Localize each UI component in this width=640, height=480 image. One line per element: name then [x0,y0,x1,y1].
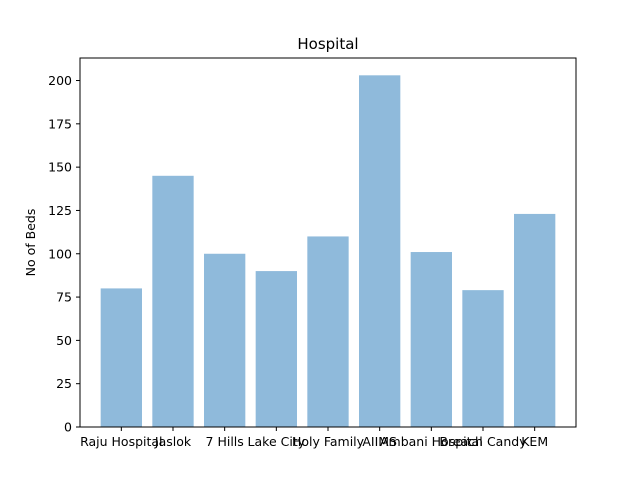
chart-title: Hospital [297,35,358,53]
y-axis-label: No of Beds [23,209,38,277]
y-tick-label: 200 [48,73,72,88]
y-tick-label: 75 [56,290,72,305]
y-tick-label: 150 [48,160,72,175]
x-tick-label: Ambani Hospital [380,434,483,449]
bar-7-hills [204,253,246,427]
x-tick-label: Raju Hospital [80,434,162,449]
y-tick-label: 175 [48,116,72,131]
x-tick-label: KEM [521,434,548,449]
y-tick-label: 125 [48,203,72,218]
x-tick-label: Lake City [248,434,306,449]
y-tick-label: 50 [56,333,72,348]
x-tick-label: 7 Hills [206,434,244,449]
bar-aiims [359,75,401,427]
y-tick-label: 100 [48,246,72,261]
bar-raju-hospital [100,288,142,427]
x-tick-label: AIIMS [362,434,397,449]
y-ticks-group: 0 25 50 75 100 125 150 175 200 [48,73,80,435]
y-tick-label: 0 [64,420,72,435]
x-tick-label: Breach Candy [439,434,527,449]
bar-holy-family [307,236,349,427]
bars-group [100,75,556,427]
y-tick-label: 25 [56,376,72,391]
bar-ambani-hospital [410,252,452,427]
bar-breach-candy [462,290,504,427]
x-tick-label: Jaslok [154,434,192,449]
bar-kem [514,213,556,427]
bar-jaslok [152,175,194,427]
bar-lake-city [255,271,297,427]
plot-frame [79,57,577,428]
x-tick-label: Holy Family [292,434,365,449]
